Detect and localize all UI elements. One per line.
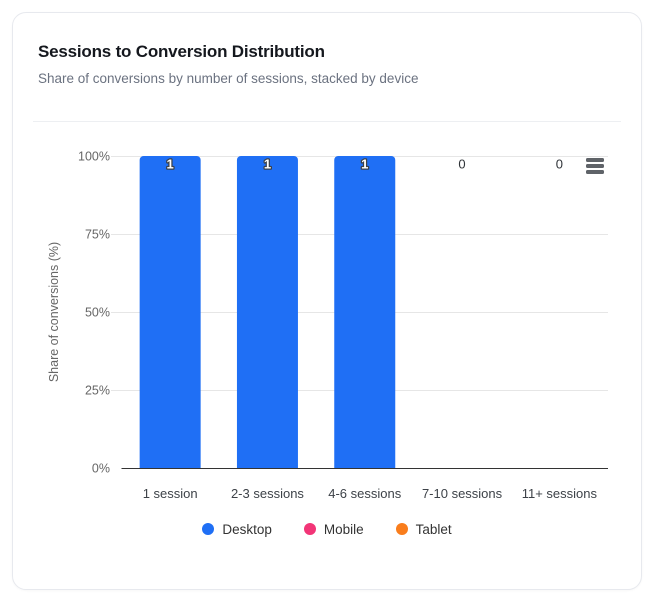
bar-total-label: 1	[264, 157, 271, 172]
legend-label-mobile: Mobile	[323, 521, 364, 537]
bar-total-label: 1	[361, 157, 368, 172]
bar-total-label: 0	[556, 157, 563, 172]
bar-segment-desktop[interactable]	[139, 156, 201, 468]
y-axis-title: Share of conversions (%)	[47, 242, 61, 382]
chart-legend: Desktop Mobile Tablet	[13, 516, 641, 542]
legend-marker-desktop-icon	[202, 523, 215, 535]
legend-item-desktop[interactable]: Desktop	[202, 522, 272, 537]
x-category-label: 1 session	[143, 486, 198, 501]
x-category-label: 11+ sessions	[522, 486, 598, 501]
x-category-label: 7-10 sessions	[422, 486, 503, 501]
bar-total-label: 0	[458, 157, 465, 172]
y-tick-label: 75%	[85, 228, 110, 242]
bar-segment-desktop[interactable]	[334, 156, 396, 468]
legend-label-tablet: Tablet	[415, 521, 452, 537]
y-tick-label: 100%	[78, 150, 110, 164]
bar-total-label: 1	[167, 157, 174, 172]
header-divider	[33, 121, 621, 122]
y-tick-label: 25%	[85, 384, 110, 398]
card-header: Sessions to Conversion Distribution Shar…	[13, 13, 641, 87]
legend-item-tablet[interactable]: Tablet	[395, 521, 452, 537]
x-category-label: 2-3 sessions	[231, 486, 304, 501]
y-tick-label: 50%	[85, 306, 110, 320]
legend-item-mobile[interactable]: Mobile	[303, 521, 364, 537]
chart-title: Sessions to Conversion Distribution	[38, 42, 325, 61]
hamburger-menu-icon	[586, 164, 604, 168]
bar-segment-desktop[interactable]	[236, 156, 298, 468]
hamburger-menu-icon	[586, 158, 604, 162]
y-tick-label: 0%	[92, 462, 110, 476]
stacked-bar-chart: 0% 25% 50% 75% 100% Share of conversions (%) 1…	[47, 150, 608, 501]
chart-context-menu-button[interactable]	[581, 153, 611, 179]
hamburger-menu-icon	[586, 170, 604, 174]
legend-marker-tablet-icon	[395, 523, 408, 535]
legend-label-desktop: Desktop	[222, 521, 272, 537]
x-category-label: 4-6 sessions	[328, 486, 401, 501]
chart-card: Sessions to Conversion Distribution Shar…	[12, 12, 642, 590]
legend-marker-mobile-icon	[303, 523, 316, 535]
chart-subtitle: Share of conversions by number of sessio…	[38, 70, 419, 86]
